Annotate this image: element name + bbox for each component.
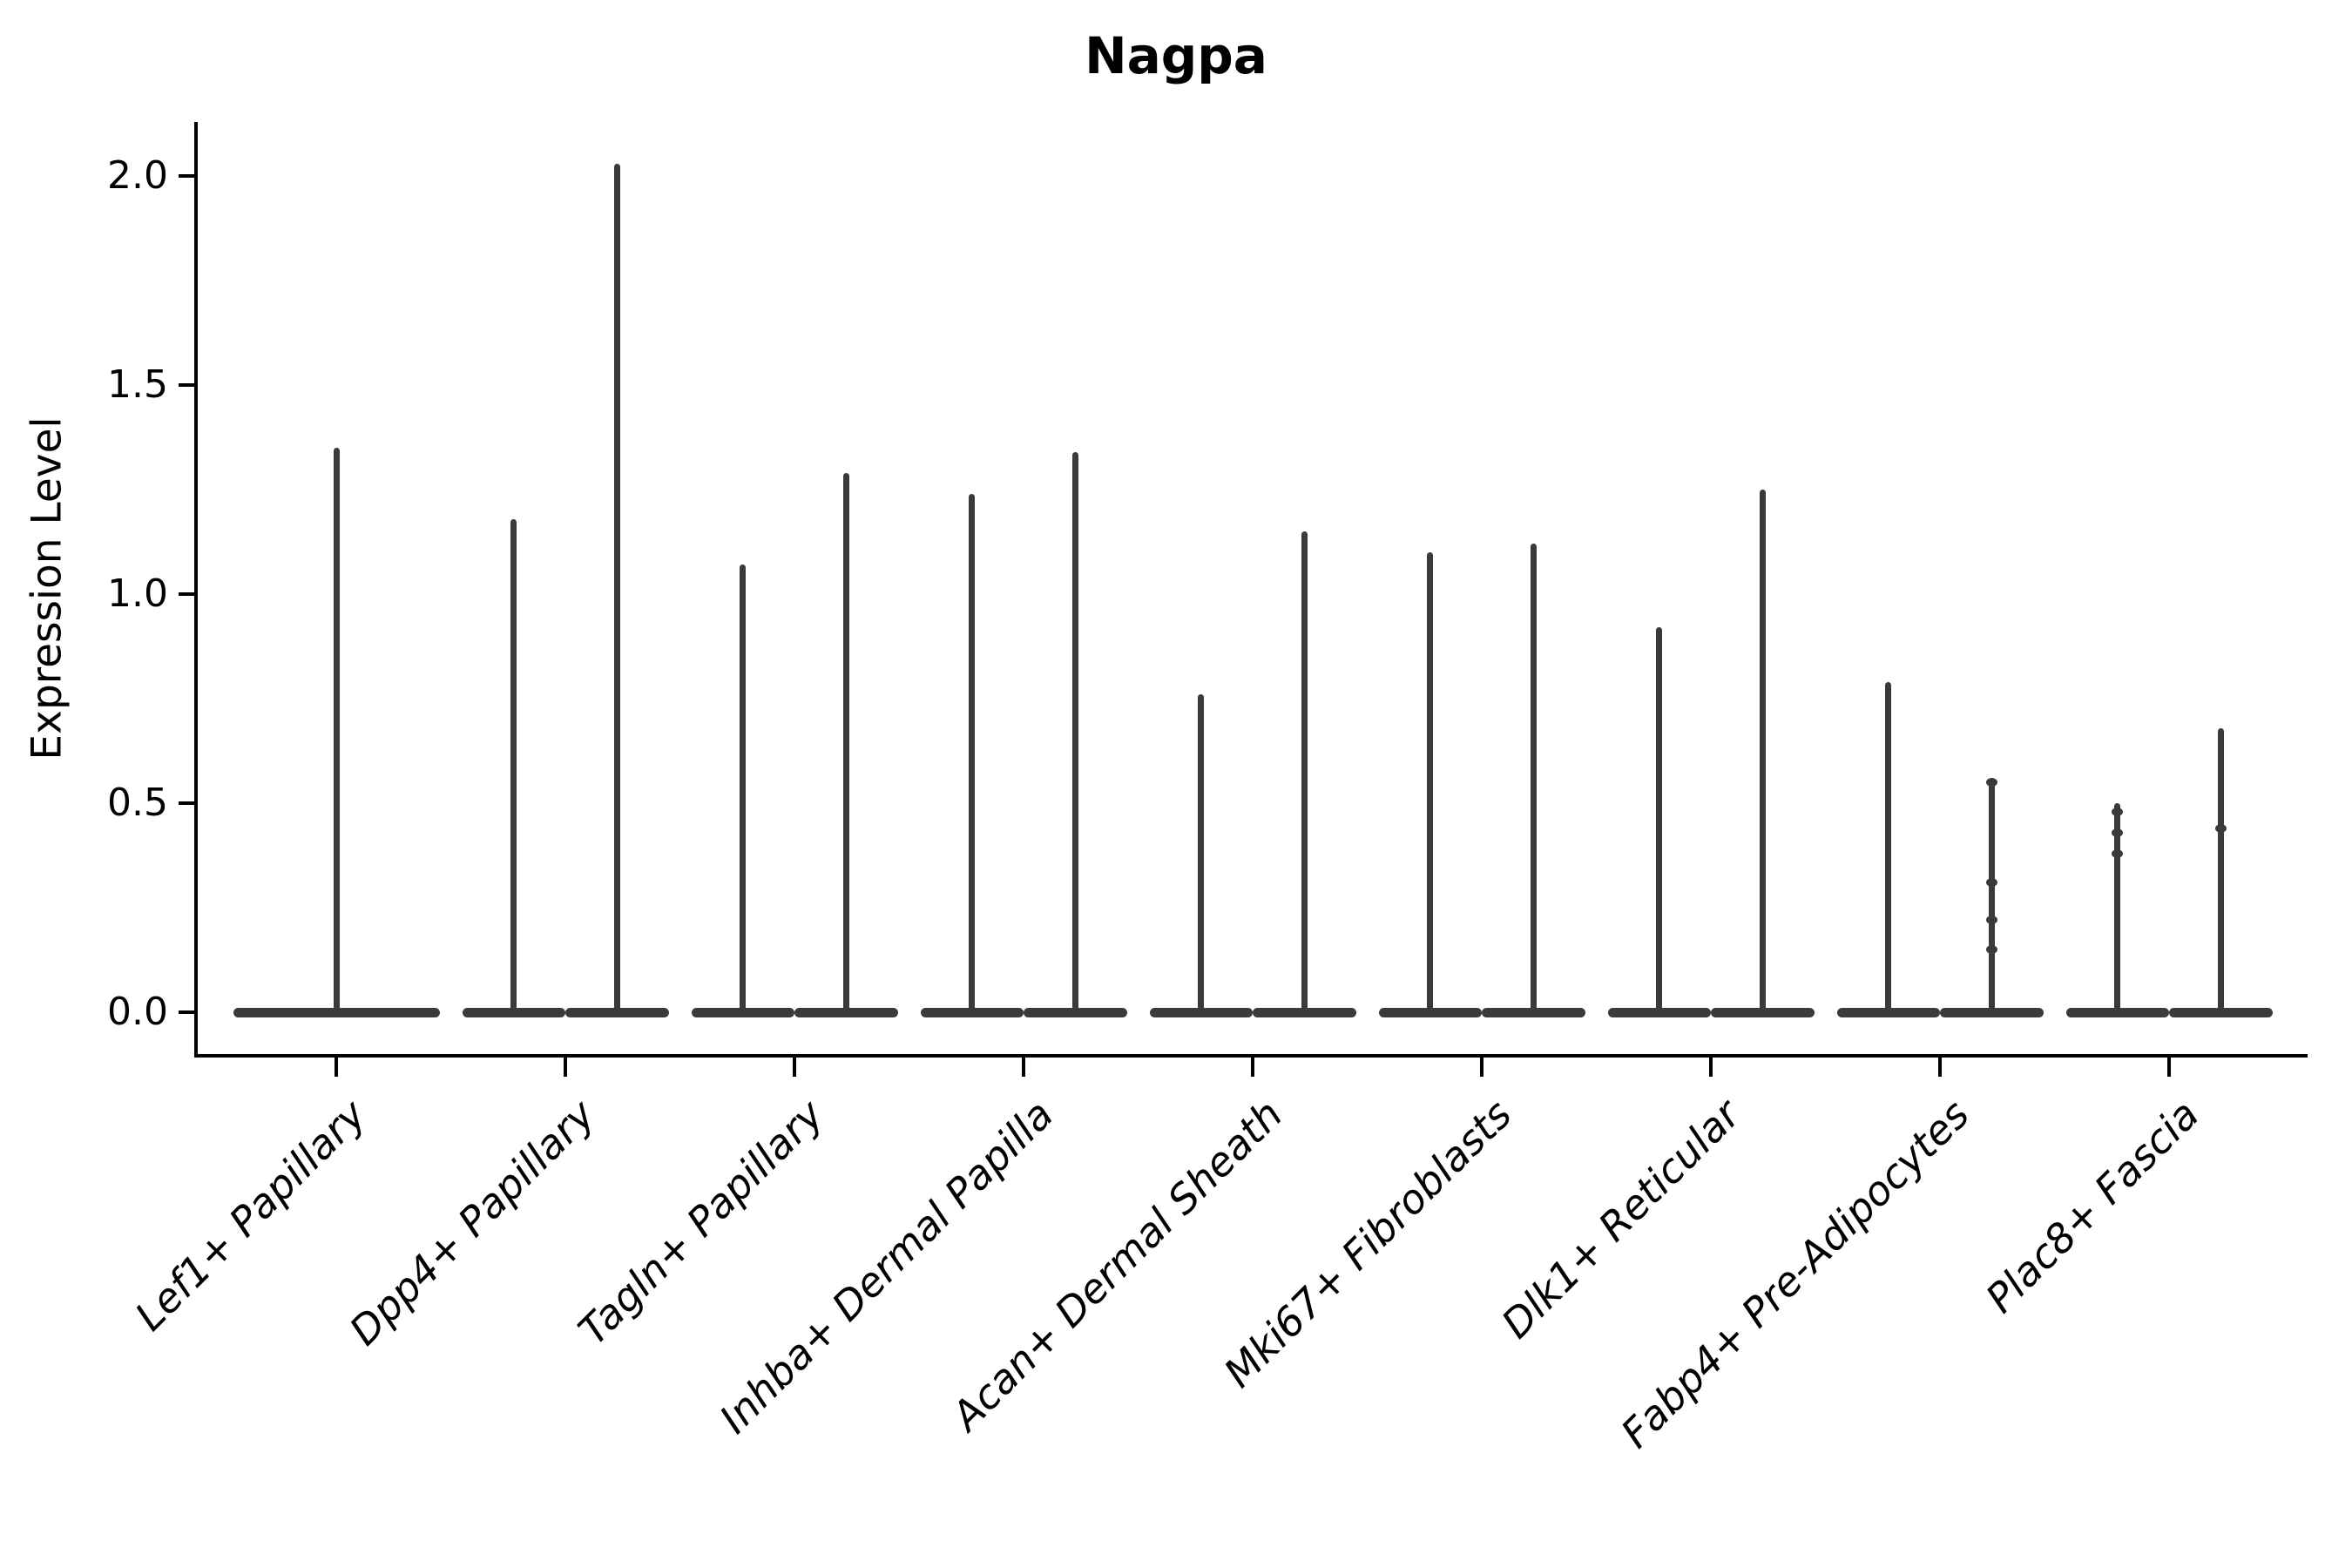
violin-spike [1198, 694, 1205, 1017]
density-dot [2112, 807, 2124, 816]
density-dot [2112, 848, 2124, 858]
violin-spike [1759, 490, 1766, 1017]
x-tick-label: Dlk1+ Reticular [1492, 1091, 1750, 1348]
violin-spike [333, 448, 340, 1017]
y-tick [179, 801, 194, 805]
x-tick [1251, 1058, 1254, 1077]
violin-spike [1071, 451, 1078, 1017]
violin-spike [1530, 544, 1537, 1017]
x-tick-label: Plac8+ Fascia [1976, 1091, 2208, 1322]
y-axis-spine [194, 122, 198, 1058]
violin-spike [1656, 627, 1663, 1017]
x-tick-label: Tagln+ Papillary [569, 1091, 834, 1355]
violin-spike [1885, 681, 1892, 1017]
y-tick-label: 0.5 [107, 781, 168, 825]
y-tick [179, 383, 194, 387]
x-tick [793, 1058, 796, 1077]
density-dot [1985, 878, 1997, 888]
violin-spike [2217, 727, 2224, 1017]
x-tick [1480, 1058, 1484, 1077]
violin-spike [1988, 778, 1995, 1017]
plot-area: 0.0 0.5 1.0 1.5 2.0 Lef1+ Papillary Dpp4+ Pap… [107, 122, 2308, 1456]
x-tick-label: Dpp4+ Papillary [340, 1091, 605, 1355]
y-tick [179, 1010, 194, 1014]
x-tick-label: Lef1+ Papillary [125, 1091, 375, 1340]
violin-spike [1301, 531, 1308, 1017]
violin-spike [969, 493, 976, 1017]
violin-spike [2114, 803, 2121, 1017]
y-tick [179, 592, 194, 596]
y-tick-label: 2.0 [107, 153, 168, 198]
violin-spike [510, 518, 517, 1017]
x-tick [1938, 1058, 1942, 1077]
x-tick [1709, 1058, 1713, 1077]
x-tick [564, 1058, 567, 1077]
density-dot [2214, 823, 2227, 833]
x-axis-spine [194, 1054, 2308, 1058]
violin-spike [1427, 552, 1434, 1017]
violin-spike [842, 472, 849, 1017]
chart-title: Nagpa [1085, 26, 1267, 85]
violin-spike [740, 564, 747, 1017]
y-tick-label: 1.5 [107, 362, 168, 407]
density-dot [1985, 916, 1997, 925]
y-tick-label: 0.0 [107, 990, 168, 1034]
y-tick [179, 174, 194, 178]
violin-spike [613, 163, 620, 1017]
density-dot [1985, 778, 1997, 787]
x-tick [1022, 1058, 1025, 1077]
density-dot [1985, 945, 1997, 954]
x-tick [2167, 1058, 2171, 1077]
y-tick-label: 1.0 [107, 571, 168, 616]
x-tick [335, 1058, 338, 1077]
density-dot [2112, 828, 2124, 837]
